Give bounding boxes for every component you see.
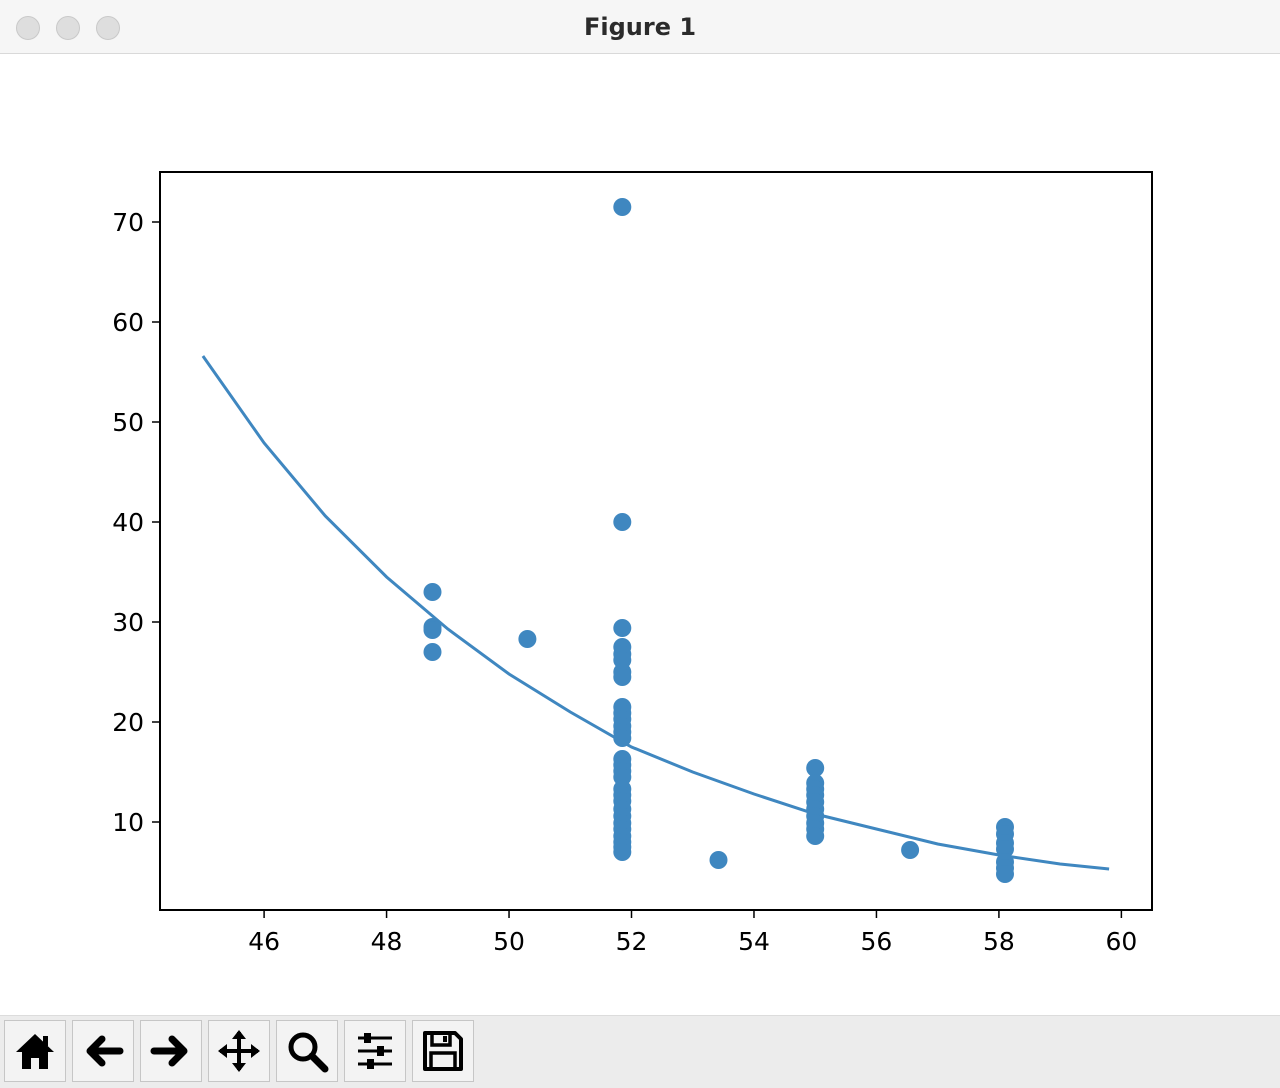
zoom-button[interactable]: [276, 1020, 338, 1082]
home-button[interactable]: [4, 1020, 66, 1082]
scatter-point: [709, 851, 728, 869]
move-icon: [218, 1030, 260, 1072]
plot-marks: [201, 198, 1110, 883]
save-button[interactable]: [412, 1020, 474, 1082]
scatter-point: [806, 759, 825, 777]
x-tick-label: 54: [738, 927, 770, 956]
scatter-point: [613, 198, 632, 216]
fit-curve-line: [201, 355, 1110, 871]
scatter-point: [996, 865, 1014, 883]
scatter-point: [613, 668, 632, 686]
forward-button[interactable]: [140, 1020, 202, 1082]
scatter-point: [901, 841, 920, 859]
scatter-point: [423, 583, 442, 601]
x-tick-label: 60: [1105, 927, 1137, 956]
scatter-point: [806, 827, 825, 845]
arrow-right-icon: [150, 1035, 188, 1067]
x-axis: 46 48 50 52 54 56 58 60: [248, 910, 1137, 956]
close-window-button[interactable]: [16, 16, 40, 40]
arrow-left-icon: [86, 1035, 124, 1067]
scatter-point: [518, 630, 537, 648]
figure-canvas[interactable]: 46 48 50 52 54 56 58 60 10 20 30 40 50 60 70: [0, 55, 1280, 1015]
pan-button[interactable]: [208, 1020, 270, 1082]
navigation-toolbar: [0, 1015, 1280, 1088]
scatter-point: [613, 729, 632, 747]
home-icon: [16, 1034, 54, 1069]
y-tick-label: 50: [112, 408, 144, 437]
magnifier-icon: [288, 1032, 329, 1073]
scatter-point: [996, 840, 1014, 858]
minimize-window-button[interactable]: [56, 16, 80, 40]
x-tick-label: 56: [861, 927, 893, 956]
scatter-point: [613, 619, 632, 637]
y-tick-label: 20: [112, 708, 144, 737]
scatter-point: [423, 621, 442, 639]
window-title: Figure 1: [583, 13, 697, 41]
back-button[interactable]: [72, 1020, 134, 1082]
x-tick-label: 52: [616, 927, 648, 956]
scatter-point: [423, 643, 442, 661]
y-tick-label: 30: [112, 608, 144, 637]
y-tick-label: 10: [112, 808, 144, 837]
zoom-window-button[interactable]: [96, 16, 120, 40]
floppy-disk-icon: [423, 1031, 463, 1071]
x-tick-label: 46: [248, 927, 280, 956]
scatter-point: [613, 843, 632, 861]
x-tick-label: 48: [371, 927, 403, 956]
configure-subplots-button[interactable]: [344, 1020, 406, 1082]
y-tick-label: 40: [112, 508, 144, 537]
title-bar: Figure 1: [0, 0, 1280, 54]
y-axis: 10 20 30 40 50 60 70: [112, 208, 160, 837]
y-tick-label: 60: [112, 308, 144, 337]
sliders-icon: [358, 1033, 392, 1069]
x-tick-label: 58: [983, 927, 1015, 956]
axes-frame: [159, 171, 1153, 911]
y-tick-label: 70: [112, 208, 144, 237]
x-tick-label: 50: [493, 927, 525, 956]
scatter-point: [613, 513, 632, 531]
scatter-chart: 46 48 50 52 54 56 58 60 10 20 30 40 50 60 70: [112, 171, 1153, 956]
